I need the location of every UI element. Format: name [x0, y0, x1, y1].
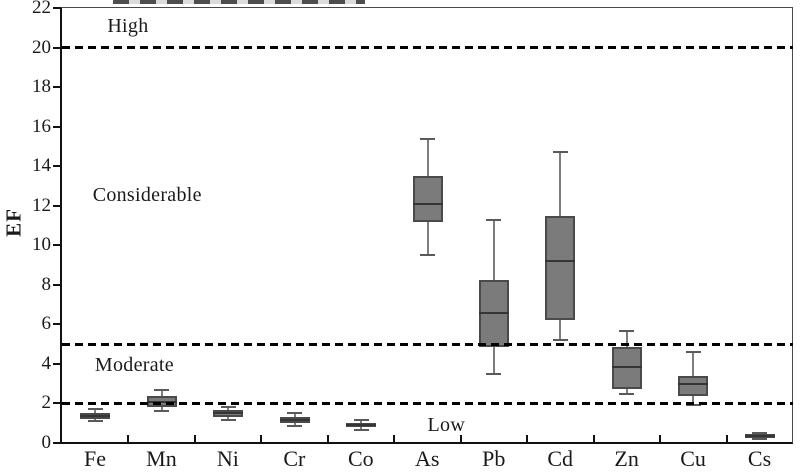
whisker-cap-top-Cs: [752, 432, 768, 435]
whisker-cap-top-Cr: [287, 412, 303, 415]
zone-label-considerable: Considerable: [92, 184, 202, 207]
y-tick-label: 22: [32, 0, 51, 18]
y-tick: [53, 86, 61, 89]
y-tick-label: 16: [32, 115, 51, 137]
x-tick: [260, 435, 263, 443]
whisker-cap-bottom-Cu: [685, 404, 701, 407]
whisker-cap-bottom-Cr: [287, 425, 303, 428]
median-Cr: [279, 419, 310, 422]
y-tick-label: 8: [41, 273, 52, 295]
whisker-cap-bottom-As: [420, 254, 435, 257]
median-Co: [346, 424, 377, 427]
zone-label-low: Low: [427, 413, 466, 436]
threshold-line-2: [62, 401, 793, 405]
median-Zn: [611, 365, 642, 368]
x-tick: [326, 435, 329, 443]
y-tick-label: 20: [32, 36, 51, 58]
y-tick: [53, 46, 61, 49]
y-tick: [53, 7, 61, 9]
y-tick-label: 4: [41, 352, 52, 374]
y-tick: [53, 283, 61, 286]
x-tick: [659, 435, 662, 443]
y-tick: [53, 244, 61, 247]
whisker-cap-top-Mn: [154, 388, 170, 391]
whisker-cap-top-As: [420, 137, 435, 140]
threshold-line-5: [62, 342, 793, 346]
median-Cs: [744, 435, 775, 438]
x-tick: [393, 435, 396, 443]
y-tick-label: 2: [41, 392, 52, 414]
x-tick: [459, 435, 462, 443]
x-tick: [592, 435, 595, 443]
whisker-cap-bottom-Mn: [154, 410, 170, 413]
y-tick-label: 10: [32, 234, 51, 256]
whisker-cap-bottom-Ni: [220, 419, 236, 422]
whisker-cap-bottom-Fe: [87, 420, 103, 423]
cropped-text-artifact: [113, 0, 365, 4]
plot-border-right: [792, 7, 793, 443]
box-As: [412, 176, 443, 222]
x-tick: [526, 435, 529, 443]
y-tick: [53, 402, 61, 405]
y-tick-label: 12: [32, 194, 51, 216]
whisker-cap-top-Cu: [685, 351, 701, 354]
median-Ni: [213, 412, 244, 415]
x-tick-label: Cd: [547, 446, 574, 471]
y-tick: [53, 165, 61, 168]
x-axis-line: [60, 442, 793, 444]
whisker-cap-top-Pb: [486, 218, 502, 221]
y-axis-line: [60, 7, 62, 444]
threshold-line-20: [62, 46, 793, 50]
y-tick-label: 18: [32, 76, 51, 98]
y-tick-label: 6: [41, 313, 52, 335]
x-tick-label: Cr: [283, 446, 306, 471]
x-tick: [725, 435, 728, 443]
x-tick: [127, 435, 130, 443]
zone-label-high: High: [107, 15, 149, 38]
median-Cu: [678, 382, 709, 385]
box-Cu: [678, 375, 709, 396]
x-tick-label: As: [415, 446, 440, 471]
y-tick: [53, 125, 61, 128]
whisker-cap-bottom-Cd: [552, 339, 568, 342]
whisker-cap-top-Zn: [619, 330, 635, 333]
y-tick-label: 14: [32, 155, 51, 177]
whisker-cap-bottom-Cs: [752, 438, 768, 441]
x-tick: [193, 435, 196, 443]
whisker-cap-bottom-Pb: [486, 372, 502, 375]
whisker-cap-top-Cd: [552, 151, 568, 154]
x-tick-label: Fe: [84, 446, 106, 471]
whisker-cap-top-Fe: [87, 408, 103, 411]
whisker-cap-bottom-Co: [353, 429, 369, 432]
x-tick-label: Cu: [680, 446, 706, 471]
y-tick: [53, 323, 61, 326]
zone-label-moderate: Moderate: [94, 354, 174, 377]
y-tick: [53, 204, 61, 207]
whisker-cap-top-Ni: [220, 406, 236, 409]
y-tick: [53, 442, 61, 444]
x-tick-label: Co: [347, 446, 374, 471]
median-As: [412, 202, 443, 205]
y-tick: [53, 362, 61, 365]
x-tick-label: Mn: [146, 446, 177, 471]
median-Cd: [545, 260, 576, 263]
box-Cd: [545, 215, 576, 321]
plot-area: High Considerable Moderate Low: [62, 8, 793, 443]
median-Fe: [80, 415, 111, 418]
x-tick-label: Pb: [482, 446, 506, 471]
x-tick-label: Cs: [747, 446, 772, 471]
whisker-cap-top-Co: [353, 419, 369, 422]
x-tick-label: Zn: [614, 446, 639, 471]
x-tick-label: Ni: [216, 446, 239, 471]
y-tick-label: 0: [41, 432, 52, 453]
plot-border-top: [60, 7, 793, 8]
median-Pb: [478, 311, 509, 314]
whisker-cap-bottom-Zn: [619, 392, 635, 395]
